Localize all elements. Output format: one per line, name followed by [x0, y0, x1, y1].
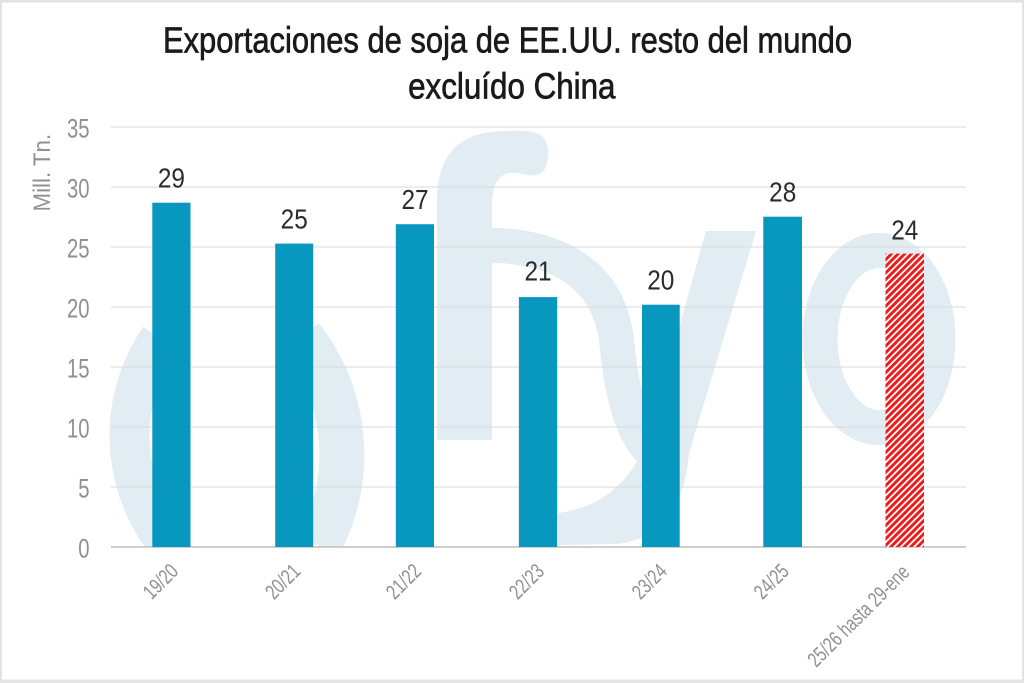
- svg-text:35: 35: [67, 114, 90, 145]
- svg-text:Mill. Tn.: Mill. Tn.: [28, 134, 55, 212]
- svg-text:10: 10: [67, 414, 90, 445]
- svg-text:24: 24: [891, 214, 918, 246]
- svg-text:5: 5: [78, 474, 89, 505]
- svg-text:21: 21: [524, 255, 551, 287]
- svg-text:29: 29: [158, 162, 185, 194]
- svg-text:20: 20: [67, 294, 90, 325]
- svg-text:28: 28: [769, 176, 796, 208]
- svg-text:27: 27: [401, 184, 428, 216]
- svg-text:20: 20: [647, 264, 674, 296]
- svg-text:15: 15: [67, 354, 90, 385]
- svg-text:25: 25: [281, 203, 308, 235]
- svg-text:excluído China: excluído China: [408, 67, 616, 108]
- svg-text:30: 30: [67, 174, 90, 205]
- svg-text:Exportaciones de soja de EE.UU: Exportaciones de soja de EE.UU. resto de…: [163, 21, 852, 61]
- svg-text:25: 25: [67, 234, 90, 265]
- svg-text:0: 0: [78, 534, 89, 565]
